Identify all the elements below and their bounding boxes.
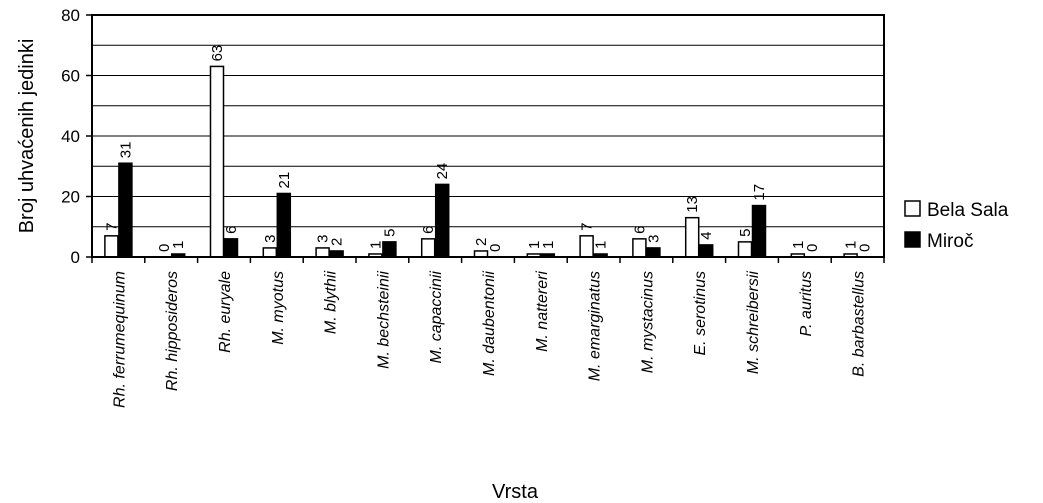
data-label: 1 (540, 241, 557, 249)
data-label: 1 (843, 241, 860, 249)
data-label: 2 (329, 238, 346, 246)
category-label: P. auritus (798, 271, 815, 337)
category-label: M. capaccinii (428, 271, 445, 364)
category-label: E. serotinus (692, 271, 709, 355)
category-label: Rh. hipposideros (164, 271, 181, 391)
category-label: Rh. euryale (217, 271, 234, 353)
y-tick-label: 20 (61, 188, 80, 207)
bar-miroc (698, 244, 714, 258)
bar-miroc (751, 204, 767, 258)
bar-miroc (118, 162, 133, 258)
bar-bela-sala (632, 238, 647, 258)
category-label: Rh. ferrumequinum (111, 271, 128, 408)
y-axis-ticks: 0 20 40 60 80 (61, 6, 92, 267)
bar-bela-sala (420, 238, 436, 258)
data-label: 0 (804, 244, 821, 252)
legend-label: Miroč (927, 231, 973, 252)
data-label: 31 (117, 142, 134, 159)
bars (104, 65, 858, 258)
data-label: 0 (487, 244, 504, 252)
bar-miroc (382, 241, 397, 258)
data-label: 2 (473, 238, 490, 246)
category-label: M. mystacinus (639, 271, 656, 373)
data-label: 21 (276, 172, 293, 189)
bar-bela-sala (315, 247, 330, 258)
data-label: 24 (434, 163, 451, 180)
data-label: 13 (684, 196, 701, 213)
category-labels: Rh. ferrumequinum Rh. hipposideros Rh. eur… (111, 271, 867, 408)
data-label: 1 (526, 241, 543, 249)
data-label: 6 (631, 226, 648, 234)
bar-bela-sala (104, 235, 119, 258)
bar-bela-sala (209, 65, 225, 258)
y-axis-title: Broj uhvaćenih jedinki (16, 39, 38, 234)
data-label: 7 (103, 222, 120, 230)
y-tick-label: 40 (61, 127, 80, 146)
category-label: M. emarginatus (587, 271, 604, 381)
legend-label: Bela Sala (927, 200, 1009, 221)
y-tick-label: 0 (71, 248, 80, 267)
data-label: 1 (367, 241, 384, 249)
bar-miroc (434, 183, 450, 258)
data-label: 1 (593, 241, 610, 249)
data-label: 6 (420, 226, 437, 234)
bar-bela-sala (684, 216, 700, 258)
bar-bela-sala (262, 247, 278, 258)
bar-miroc (646, 247, 661, 258)
bar-bela-sala (737, 241, 753, 258)
legend-swatch (904, 200, 921, 217)
x-axis-title: Vrsta (492, 481, 539, 503)
legend: Bela Sala Miroč (904, 200, 1009, 252)
category-label: M. bechsteinii (375, 271, 392, 369)
data-label: 0 (857, 244, 874, 252)
bar-bela-sala (579, 235, 594, 258)
data-label: 3 (645, 235, 662, 243)
y-tick-label: 60 (61, 67, 80, 86)
data-label: 3 (315, 235, 332, 243)
data-label: 5 (381, 229, 398, 237)
data-label: 4 (698, 232, 715, 240)
data-label: 5 (737, 229, 754, 237)
data-label: 6 (223, 226, 240, 234)
category-label: M. nattereri (534, 271, 551, 352)
data-label: 0 (156, 244, 173, 252)
data-label: 17 (751, 184, 768, 201)
data-label: 7 (579, 222, 596, 230)
category-label: M. schreibersii (745, 271, 762, 375)
bar-miroc (223, 238, 239, 258)
category-label: M. daubentonii (481, 271, 498, 376)
category-label: M. myotus (270, 271, 287, 345)
data-label: 1 (790, 241, 807, 249)
x-axis-ticks (91, 257, 885, 263)
category-label: B. barbastellus (851, 271, 868, 377)
data-label: 1 (170, 241, 187, 249)
data-label: 3 (262, 235, 279, 243)
legend-swatch (904, 231, 921, 248)
y-tick-label: 80 (61, 6, 80, 25)
category-label: M. blythii (323, 271, 340, 335)
bar-miroc (276, 192, 292, 258)
data-label: 63 (209, 45, 226, 62)
